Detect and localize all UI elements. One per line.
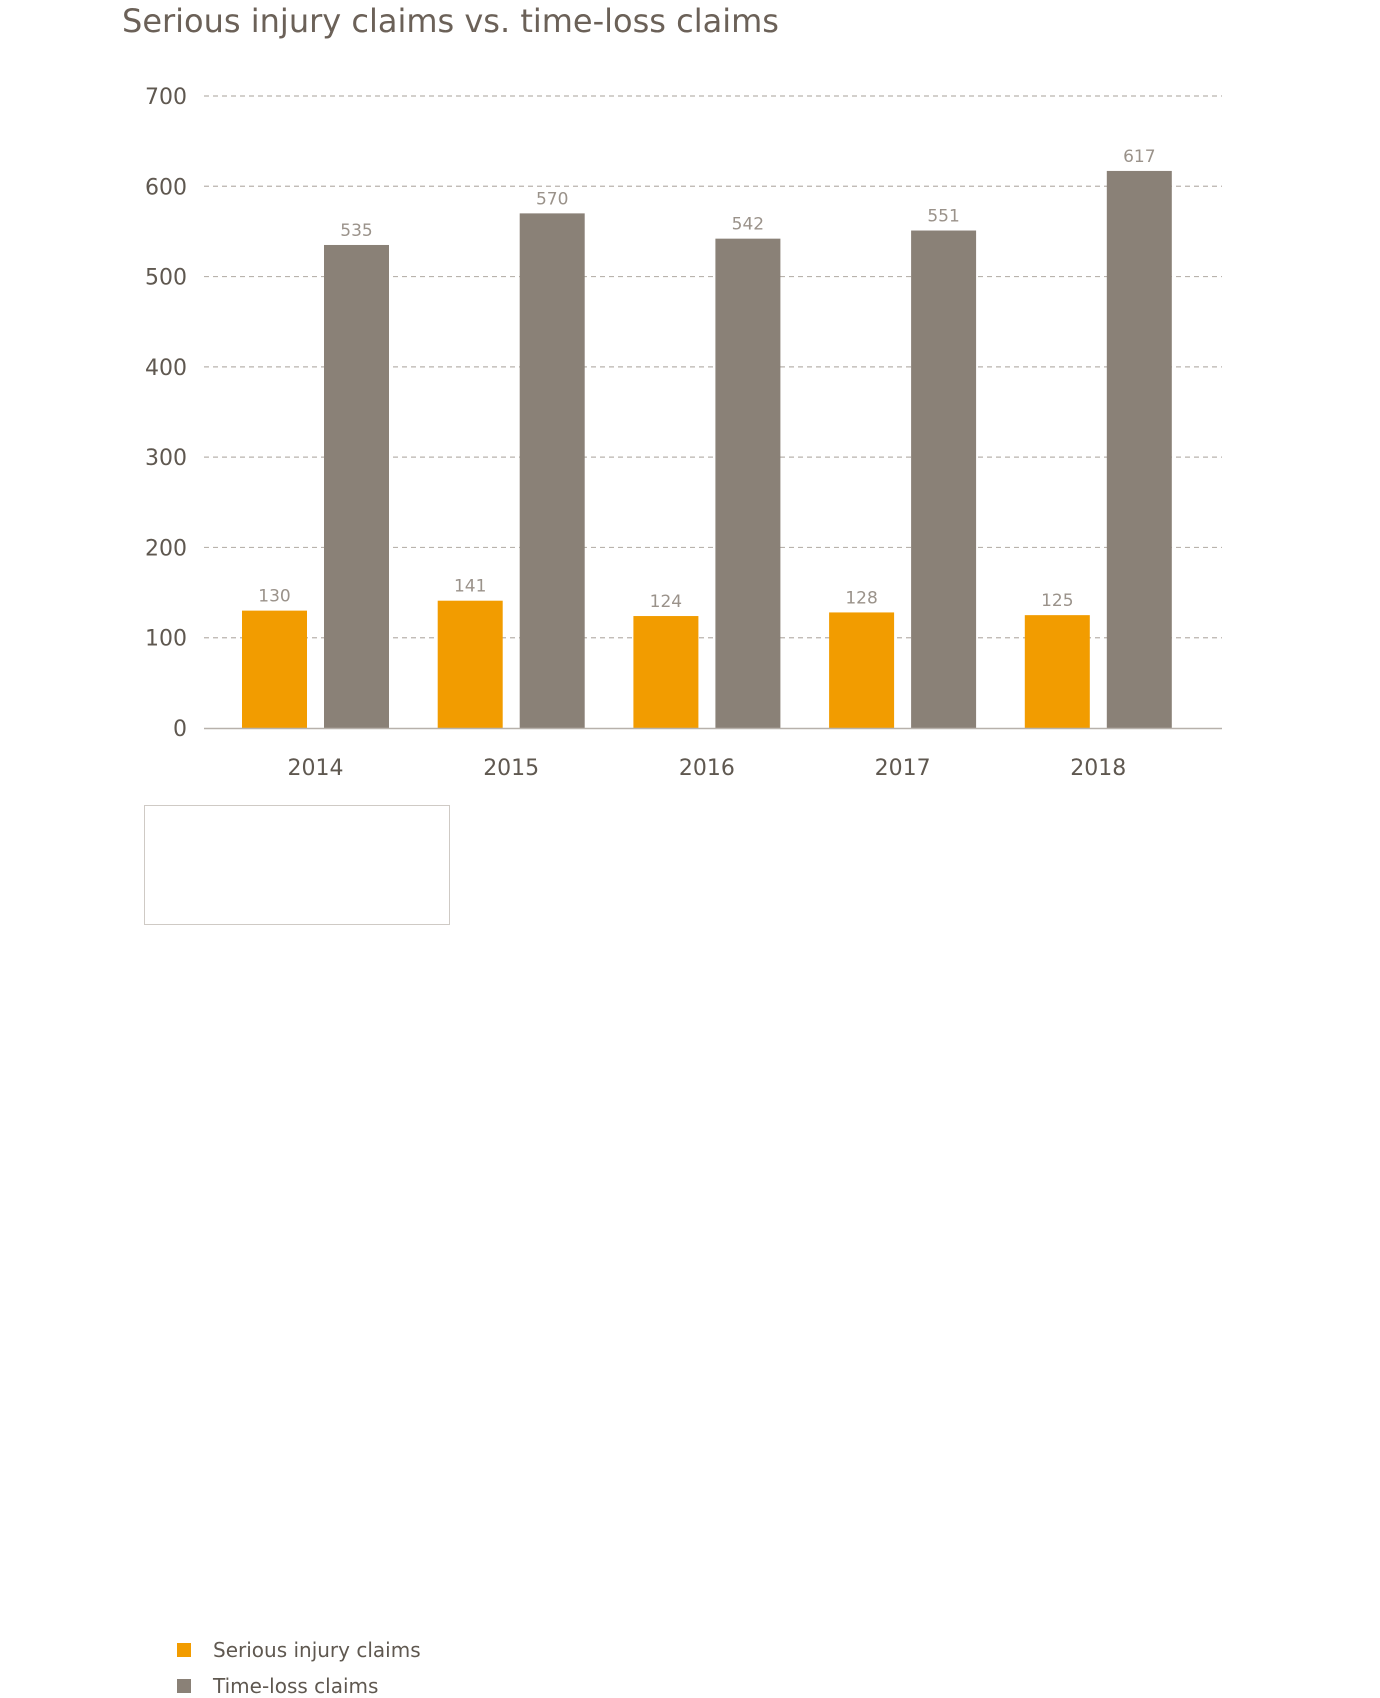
data-label-serious-injury-2018: 125 bbox=[1041, 591, 1073, 611]
data-label-time-loss-2016: 542 bbox=[732, 215, 764, 235]
data-label-time-loss-2017: 551 bbox=[927, 207, 959, 227]
data-label-serious-injury-2014: 130 bbox=[258, 587, 290, 607]
data-labels: 130 535 141 570 124 542 128 551 125 617 bbox=[258, 147, 1155, 612]
bar-serious-injury-2014 bbox=[242, 610, 307, 728]
x-tick-label-2016: 2016 bbox=[679, 756, 735, 781]
y-tick-label-300: 300 bbox=[145, 446, 187, 471]
y-tick-label-100: 100 bbox=[145, 627, 187, 652]
y-tick-label-400: 400 bbox=[145, 356, 187, 381]
y-tick-label-700: 700 bbox=[145, 85, 187, 110]
y-tick-label-200: 200 bbox=[145, 536, 187, 561]
data-label-time-loss-2018: 617 bbox=[1123, 147, 1155, 167]
legend-item-serious-injury: Serious injury claims bbox=[177, 1638, 421, 1662]
y-tick-label-600: 600 bbox=[145, 175, 187, 200]
data-label-serious-injury-2015: 141 bbox=[454, 577, 486, 597]
x-axis-ticks: 2014 2015 2016 2017 2018 bbox=[288, 756, 1127, 781]
x-tick-label-2017: 2017 bbox=[875, 756, 931, 781]
legend-label-serious-injury: Serious injury claims bbox=[213, 1638, 421, 1662]
x-tick-label-2014: 2014 bbox=[288, 756, 344, 781]
data-label-serious-injury-2016: 124 bbox=[650, 592, 682, 612]
bar-time-loss-2015 bbox=[519, 213, 585, 728]
legend-swatch-time-loss bbox=[177, 1679, 191, 1693]
x-tick-label-2018: 2018 bbox=[1070, 756, 1126, 781]
bar-serious-injury-2018 bbox=[1024, 615, 1090, 728]
bar-time-loss-2016 bbox=[715, 238, 781, 728]
y-axis-ticks: 0 100 200 300 400 500 600 700 bbox=[145, 85, 187, 742]
bar-serious-injury-2017 bbox=[829, 612, 895, 728]
data-label-time-loss-2015: 570 bbox=[536, 189, 568, 209]
chart-title: Serious injury claims vs. time-loss clai… bbox=[122, 2, 779, 40]
bar-serious-injury-2016 bbox=[633, 616, 699, 728]
data-label-time-loss-2014: 535 bbox=[340, 221, 372, 241]
bar-chart: 0 100 200 300 400 500 600 700 130 535 141 570 124 54… bbox=[145, 85, 1222, 781]
bar-time-loss-2014 bbox=[324, 244, 389, 728]
bar-time-loss-2018 bbox=[1106, 170, 1172, 729]
data-label-serious-injury-2017: 128 bbox=[845, 588, 877, 608]
legend-item-time-loss: Time-loss claims bbox=[177, 1674, 378, 1698]
legend-swatch-serious-injury bbox=[177, 1643, 191, 1657]
legend: Serious injury claims Time-loss claims bbox=[144, 805, 450, 1698]
bar-time-loss-2017 bbox=[911, 230, 977, 729]
x-tick-label-2015: 2015 bbox=[483, 756, 539, 781]
y-tick-label-500: 500 bbox=[145, 266, 187, 291]
y-tick-label-0: 0 bbox=[173, 717, 187, 742]
bars bbox=[242, 170, 1172, 729]
gridlines bbox=[204, 95, 1222, 639]
bar-serious-injury-2015 bbox=[437, 600, 503, 728]
legend-label-time-loss: Time-loss claims bbox=[213, 1674, 379, 1698]
